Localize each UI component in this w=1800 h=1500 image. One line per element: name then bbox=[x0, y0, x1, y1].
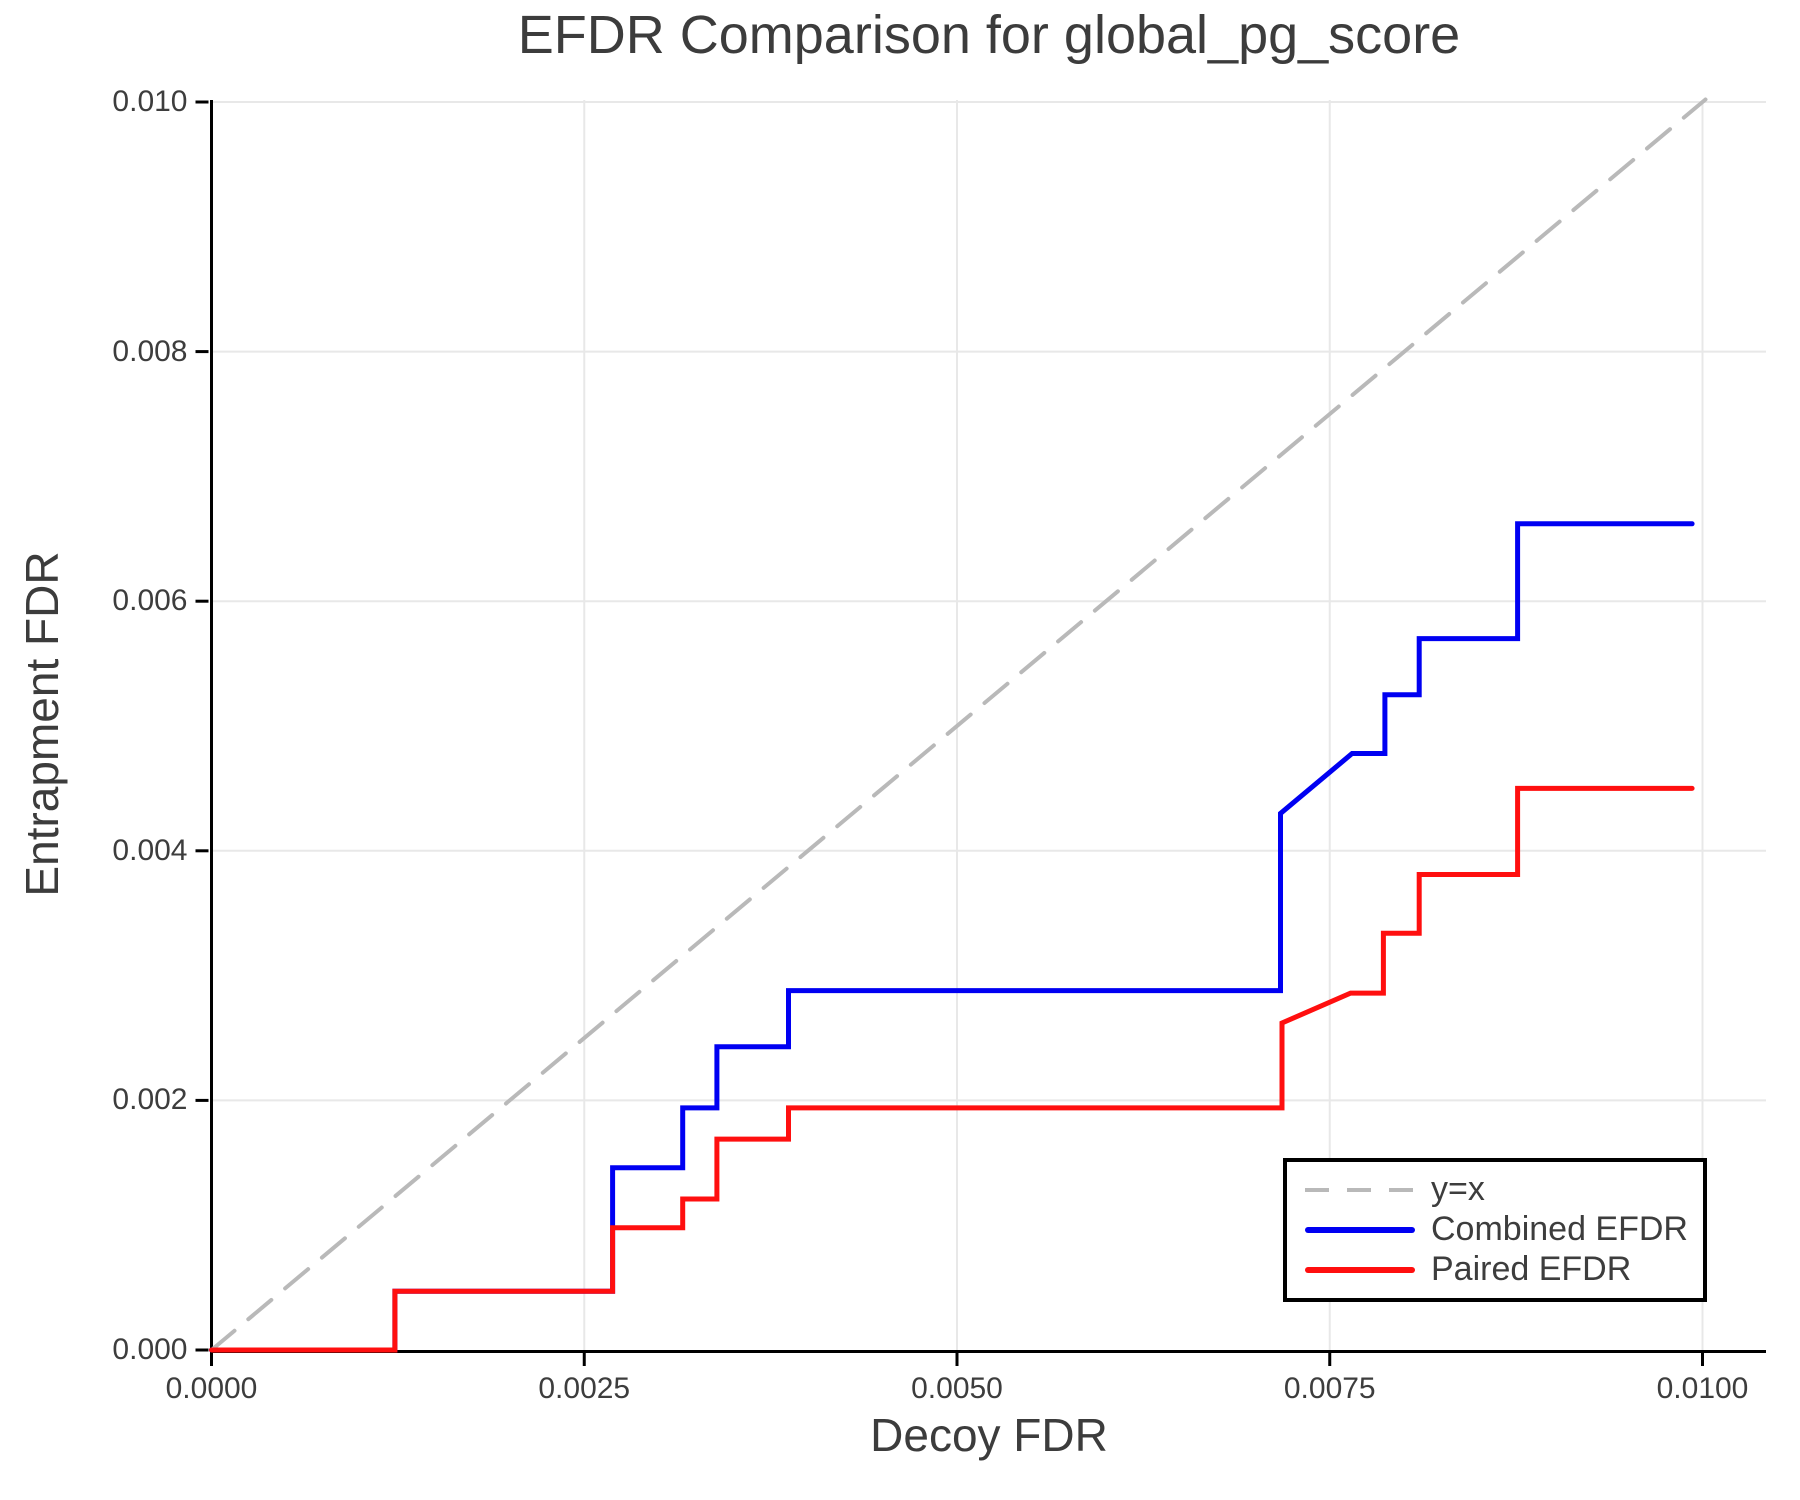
paired-line-sample bbox=[1305, 1267, 1415, 1273]
legend-row-paired: Paired EFDR bbox=[1305, 1250, 1703, 1289]
chart-title: EFDR Comparison for global_pg_score bbox=[517, 5, 1461, 65]
x-tick-label: 0.0025 bbox=[538, 1372, 631, 1405]
legend-label-identity: y=x bbox=[1431, 1170, 1485, 1209]
legend-row-combined: Combined EFDR bbox=[1305, 1210, 1703, 1249]
y-tick-label: 0.002 bbox=[112, 1083, 188, 1117]
identity-line-sample bbox=[1305, 1188, 1415, 1192]
combined-line-sample bbox=[1305, 1227, 1415, 1233]
x-tick-label: 0.0000 bbox=[165, 1372, 258, 1405]
y-x-line bbox=[209, 97, 1708, 1352]
legend: y=x Combined EFDR Paired EFDR bbox=[1283, 1158, 1707, 1302]
legend-label-combined: Combined EFDR bbox=[1431, 1210, 1688, 1249]
x-axis-label: Decoy FDR bbox=[870, 1409, 1108, 1461]
y-tick-label: 0.000 bbox=[112, 1333, 188, 1366]
legend-label-paired: Paired EFDR bbox=[1431, 1250, 1632, 1289]
x-tick-label: 0.0075 bbox=[1283, 1372, 1376, 1405]
x-tick-label: 0.0100 bbox=[1656, 1372, 1749, 1405]
y-tick-label: 0.006 bbox=[112, 584, 188, 618]
paired-efdr-line bbox=[209, 785, 1695, 1353]
y-tick-label: 0.010 bbox=[112, 85, 188, 118]
legend-row-identity: y=x bbox=[1305, 1170, 1703, 1209]
y-tick-label: 0.008 bbox=[112, 334, 188, 368]
y-tick-label: 0.004 bbox=[112, 833, 188, 867]
x-tick-label: 0.0050 bbox=[911, 1372, 1003, 1405]
